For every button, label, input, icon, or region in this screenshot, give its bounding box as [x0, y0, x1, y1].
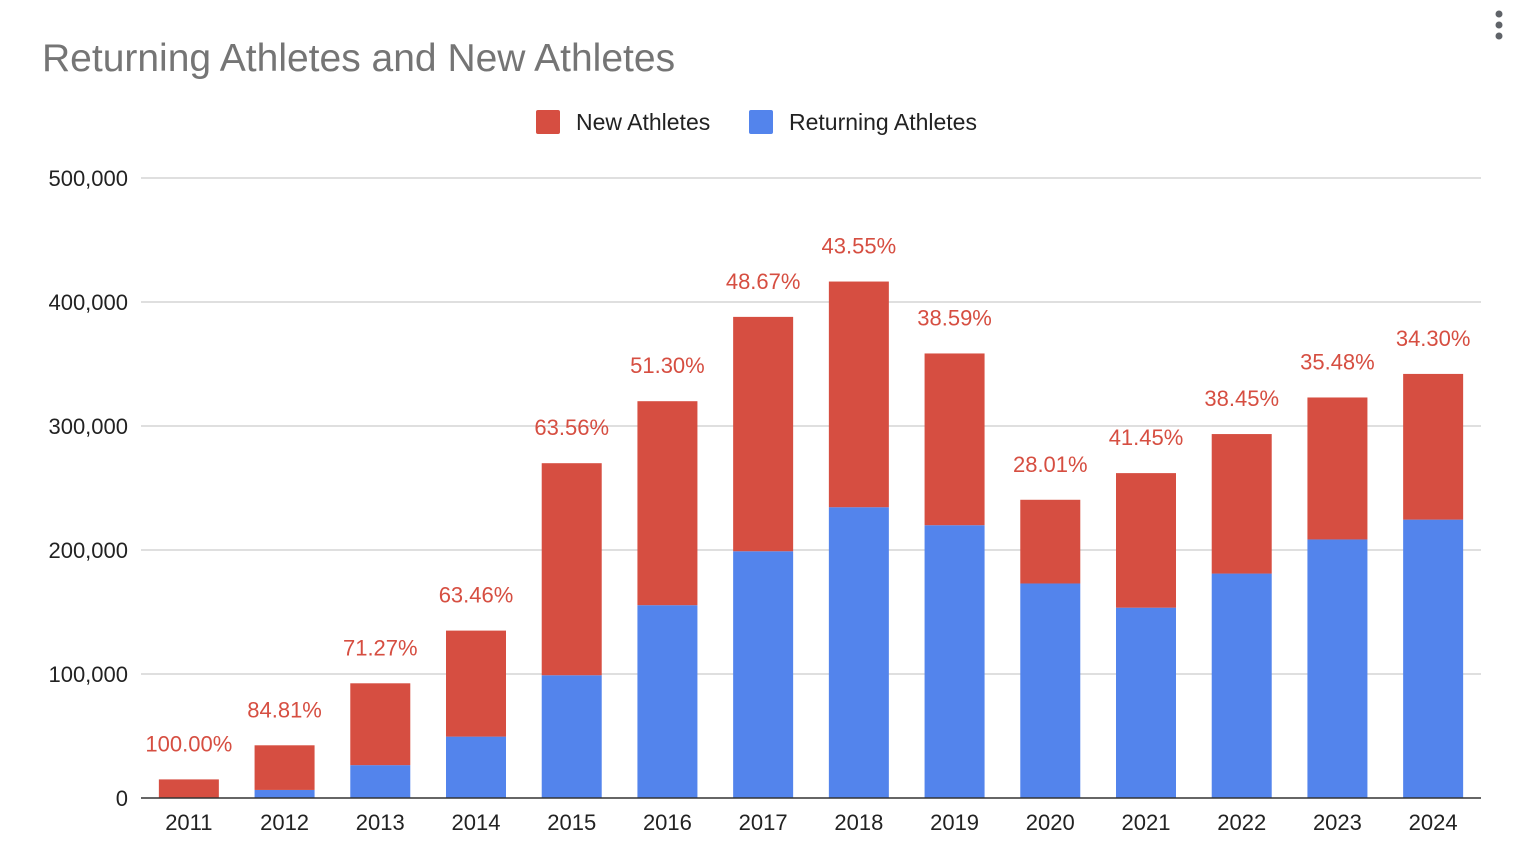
bar-returning-2018 [828, 507, 889, 798]
data-label-2023: 35.48% [1300, 349, 1375, 374]
bar-new-2018 [828, 281, 889, 508]
menu-button[interactable] [1495, 10, 1503, 40]
more-vert-icon-dot [1495, 32, 1503, 40]
data-label-2017: 48.67% [726, 269, 801, 294]
bar-new-2021 [1116, 473, 1176, 608]
bar-new-2023 [1307, 397, 1368, 540]
x-tick-label: 2021 [1122, 810, 1171, 835]
more-vert-icon-dot [1495, 21, 1503, 29]
x-tick-label: 2016 [643, 810, 692, 835]
bar-new-2017 [733, 316, 794, 552]
x-tick-label: 2018 [834, 810, 883, 835]
bar-new-2013 [350, 683, 411, 766]
bar-returning-2017 [733, 551, 794, 798]
bar-new-2011 [158, 779, 219, 798]
bars [158, 281, 1464, 798]
data-label-2021: 41.45% [1109, 425, 1184, 450]
data-label-2013: 71.27% [343, 635, 418, 660]
x-tick-label: 2019 [930, 810, 979, 835]
bar-returning-2016 [637, 605, 698, 798]
x-tick-label: 2014 [452, 810, 501, 835]
x-tick-label: 2012 [260, 810, 309, 835]
bar-returning-2013 [350, 765, 411, 798]
x-tick-label: 2013 [356, 810, 405, 835]
data-labels: 100.00% 84.81% 71.27% 63.46% 63.56% 51.30% 48.… [145, 234, 1470, 757]
data-label-2024: 34.30% [1396, 326, 1471, 351]
legend-label-new-athletes: New Athletes [576, 109, 710, 135]
bar-returning-2014 [446, 736, 506, 798]
data-label-2015: 63.56% [534, 415, 609, 440]
bar-returning-2024 [1403, 519, 1464, 798]
bar-returning-2012 [254, 789, 315, 798]
bar-new-2024 [1403, 373, 1464, 520]
data-label-2016: 51.30% [630, 353, 705, 378]
bar-returning-2015 [541, 675, 602, 798]
x-tick-label: 2017 [739, 810, 788, 835]
y-tick-label: 500,000 [48, 166, 128, 191]
bar-new-2015 [541, 463, 602, 676]
bar-returning-2020 [1020, 583, 1081, 798]
x-axis: 2011 2012 2013 2014 2015 2016 2017 2018 2019 2020… [165, 810, 1457, 835]
more-vert-icon-dot [1495, 10, 1503, 18]
data-label-2014: 63.46% [439, 583, 514, 608]
data-label-2018: 43.55% [822, 234, 897, 259]
y-tick-label: 100,000 [48, 662, 128, 687]
x-tick-label: 2020 [1026, 810, 1075, 835]
bar-new-2020 [1020, 499, 1081, 584]
legend-swatch-new-athletes [536, 110, 560, 134]
x-tick-label: 2023 [1313, 810, 1362, 835]
y-tick-label: 400,000 [48, 290, 128, 315]
x-tick-label: 2011 [165, 810, 212, 835]
gridlines [141, 177, 1481, 675]
x-tick-label: 2022 [1217, 810, 1266, 835]
bar-new-2022 [1211, 434, 1272, 574]
y-tick-label: 200,000 [48, 538, 128, 563]
y-axis: 0 100,000 200,000 300,000 400,000 500,000 [48, 166, 128, 811]
bar-returning-2021 [1116, 607, 1176, 798]
bar-returning-2022 [1211, 573, 1272, 798]
y-tick-label: 300,000 [48, 414, 128, 439]
chart-title: Returning Athletes and New Athletes [42, 37, 675, 80]
data-label-2012: 84.81% [247, 697, 322, 722]
bar-new-2012 [254, 745, 315, 790]
x-tick-label: 2015 [547, 810, 596, 835]
legend-label-returning-athletes: Returning Athletes [789, 109, 977, 135]
bar-new-2016 [637, 401, 698, 606]
bar-returning-2019 [924, 525, 985, 798]
bar-new-2019 [924, 353, 985, 526]
data-label-2019: 38.59% [917, 305, 992, 330]
bar-new-2014 [446, 630, 506, 737]
legend-swatch-returning-athletes [749, 110, 773, 134]
legend: New Athletes Returning Athletes [536, 109, 977, 135]
x-tick-label: 2024 [1409, 810, 1458, 835]
bar-returning-2023 [1307, 539, 1368, 798]
data-label-2011: 100.00% [145, 731, 232, 756]
y-tick-label: 0 [116, 786, 128, 811]
data-label-2022: 38.45% [1204, 386, 1279, 411]
data-label-2020: 28.01% [1013, 452, 1088, 477]
